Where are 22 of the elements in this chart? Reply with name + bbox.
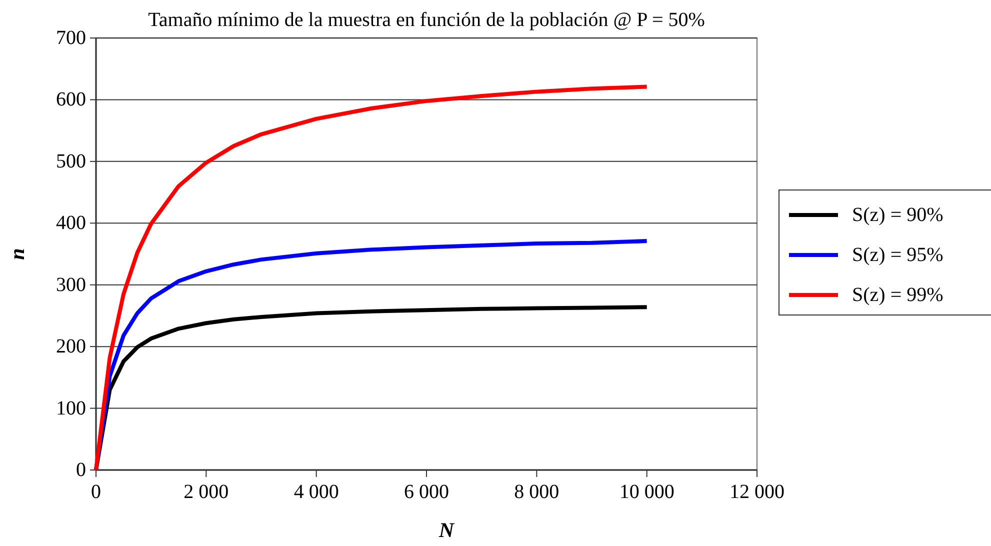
- y-axis-title: n: [5, 248, 29, 260]
- x-tick-label: 10 000: [619, 481, 674, 503]
- y-tick-label: 0: [76, 459, 86, 481]
- y-tick-label: 700: [56, 27, 86, 49]
- chart-title: Tamaño mínimo de la muestra en función de la población @ P = 50%: [148, 9, 705, 31]
- x-tick-label: 2 000: [184, 481, 229, 503]
- x-tick-label: 4 000: [294, 481, 339, 503]
- x-axis-title: N: [438, 518, 455, 542]
- legend-label: S(z) = 95%: [852, 244, 944, 266]
- y-tick-label: 200: [56, 336, 86, 358]
- y-tick-label: 100: [56, 397, 86, 420]
- x-tick-label: 8 000: [514, 481, 560, 503]
- line-series: [94, 84, 649, 472]
- y-tick-label: 400: [56, 212, 86, 234]
- legend-label: S(z) = 90%: [852, 204, 944, 226]
- y-tick-label: 600: [56, 88, 86, 111]
- x-tick-label: 12 000: [730, 481, 784, 503]
- legend-label: S(z) = 99%: [852, 284, 944, 306]
- y-tick-label: 300: [56, 274, 86, 296]
- x-tick-label: 6 000: [404, 481, 449, 503]
- x-tick-label: 0: [91, 481, 101, 503]
- y-tick-label: 500: [56, 150, 86, 172]
